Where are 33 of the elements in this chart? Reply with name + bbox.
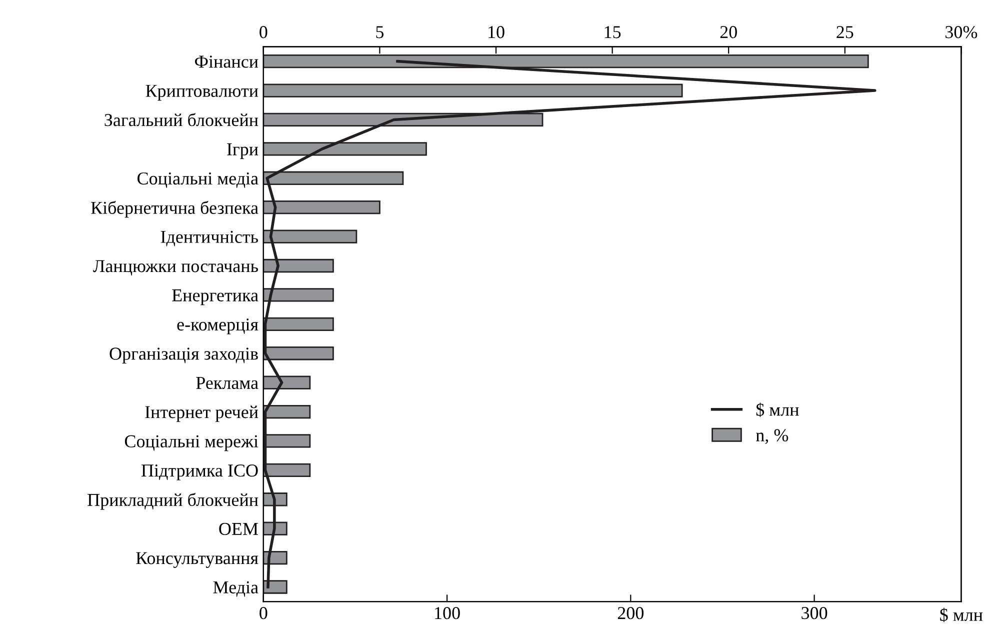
legend-label: $ млн xyxy=(756,402,799,418)
x2-tick-label: 25 xyxy=(836,26,854,38)
y-tick-label: Кібернетична безпека xyxy=(91,200,258,218)
x-tick-label: 200 xyxy=(618,606,644,620)
y-tick-label: Ідентичність xyxy=(160,230,258,246)
y-tick-label: Соціальні мережі xyxy=(124,435,258,452)
y-tick-label: Фінанси xyxy=(194,56,258,68)
y-tick-label: Реклама xyxy=(196,377,258,390)
x-tick-label: 300 xyxy=(802,606,828,620)
y-tick-label: Ігри xyxy=(227,143,258,160)
x2-tick-label: 10 xyxy=(488,26,504,38)
y-tick-label: Організація заходів xyxy=(110,348,258,364)
y-tick-label: е-комерція xyxy=(177,318,258,334)
x2-tick-label: 15 xyxy=(604,26,621,38)
x2-tick-label: 0 xyxy=(260,26,268,38)
x2-tick-label: 30% xyxy=(946,26,978,38)
x2-tick-label: 20 xyxy=(720,26,737,38)
y-tick-label: OEM xyxy=(219,522,258,536)
y-tick-label: Прикладний блокчейн xyxy=(88,492,258,510)
y-tick-label: Загальний блокчейн xyxy=(104,113,258,126)
y-tick-label: Ланцюжки постачань xyxy=(93,260,258,276)
y-tick-label: Медіа xyxy=(213,581,258,597)
x-tick-label: 100 xyxy=(435,606,460,620)
x-tick-label: 0 xyxy=(260,606,268,620)
y-tick-label: Соціальні медіа xyxy=(138,172,258,188)
y-tick-label: Консультування xyxy=(136,552,258,568)
y-tick-label: Криптовалюти xyxy=(146,84,258,101)
y-tick-label: Енергетика xyxy=(172,289,258,306)
x2-tick-label: 5 xyxy=(376,26,384,38)
legend-label: n, % xyxy=(756,429,788,444)
x-axis-title: $ млн xyxy=(940,608,983,622)
y-tick-label: Інтернет речей xyxy=(145,406,258,422)
y-tick-label: Підтримка ICO xyxy=(141,464,258,480)
